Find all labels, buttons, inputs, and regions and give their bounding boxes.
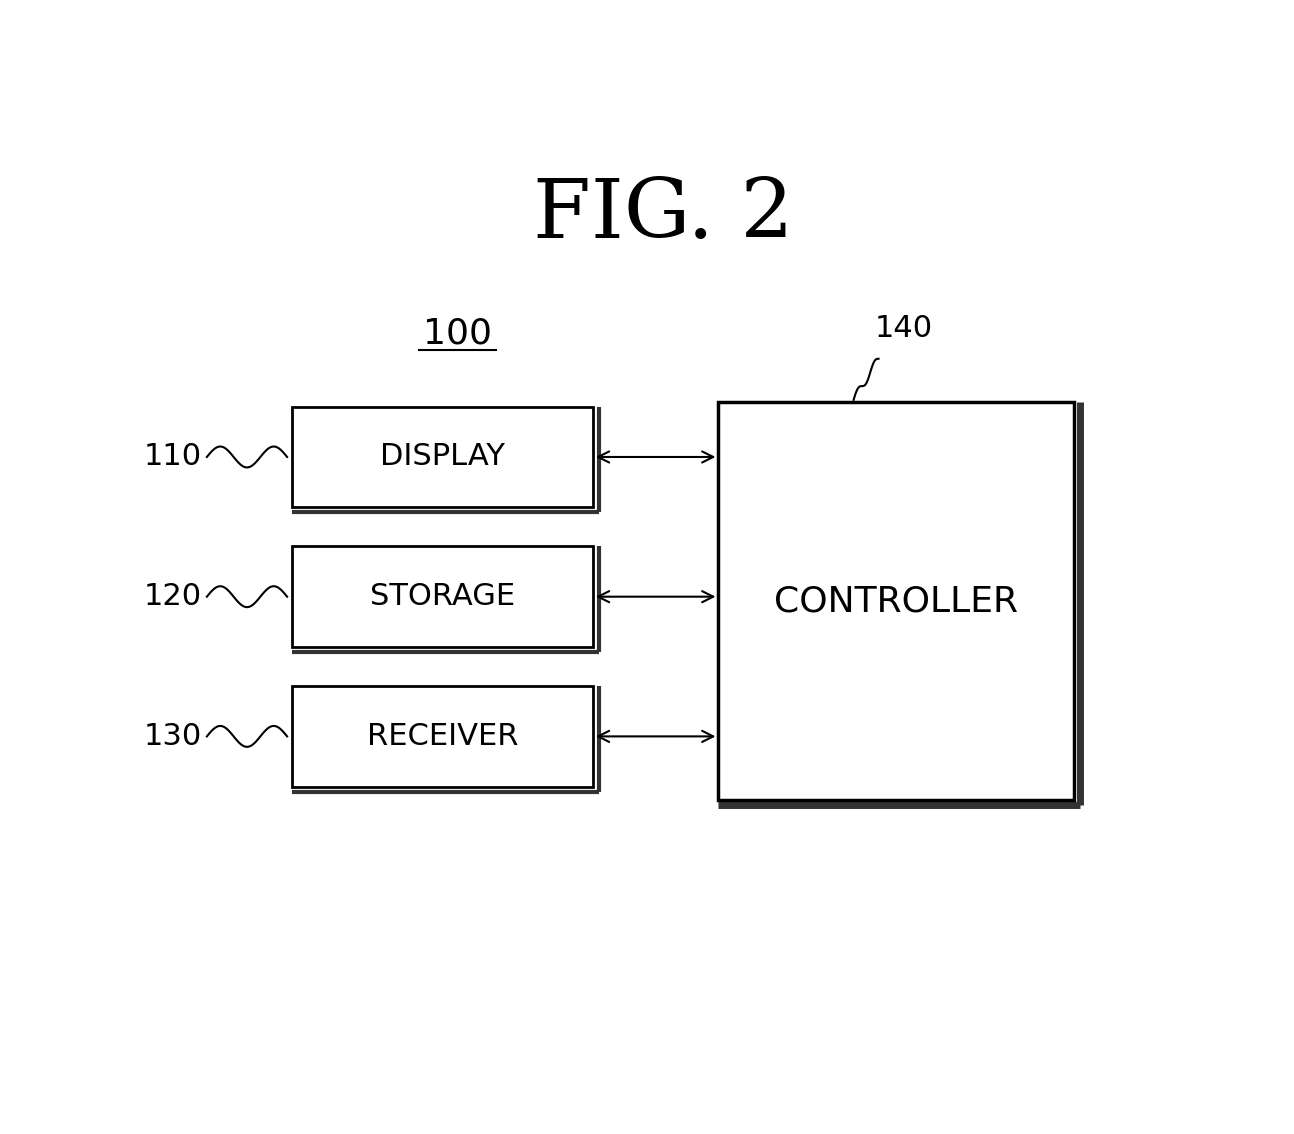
Text: RECEIVER: RECEIVER xyxy=(366,722,519,751)
Text: 120: 120 xyxy=(144,582,202,611)
Text: DISPLAY: DISPLAY xyxy=(380,442,505,472)
Bar xyxy=(718,403,1074,799)
Bar xyxy=(292,407,593,507)
Text: 140: 140 xyxy=(875,314,933,342)
Text: 130: 130 xyxy=(144,722,202,751)
Text: 110: 110 xyxy=(144,442,202,472)
Text: FIG. 2: FIG. 2 xyxy=(533,175,793,255)
Text: 100: 100 xyxy=(423,316,492,350)
Bar xyxy=(292,686,593,787)
Bar xyxy=(292,547,593,646)
Text: CONTROLLER: CONTROLLER xyxy=(774,584,1018,618)
Text: STORAGE: STORAGE xyxy=(370,582,515,611)
